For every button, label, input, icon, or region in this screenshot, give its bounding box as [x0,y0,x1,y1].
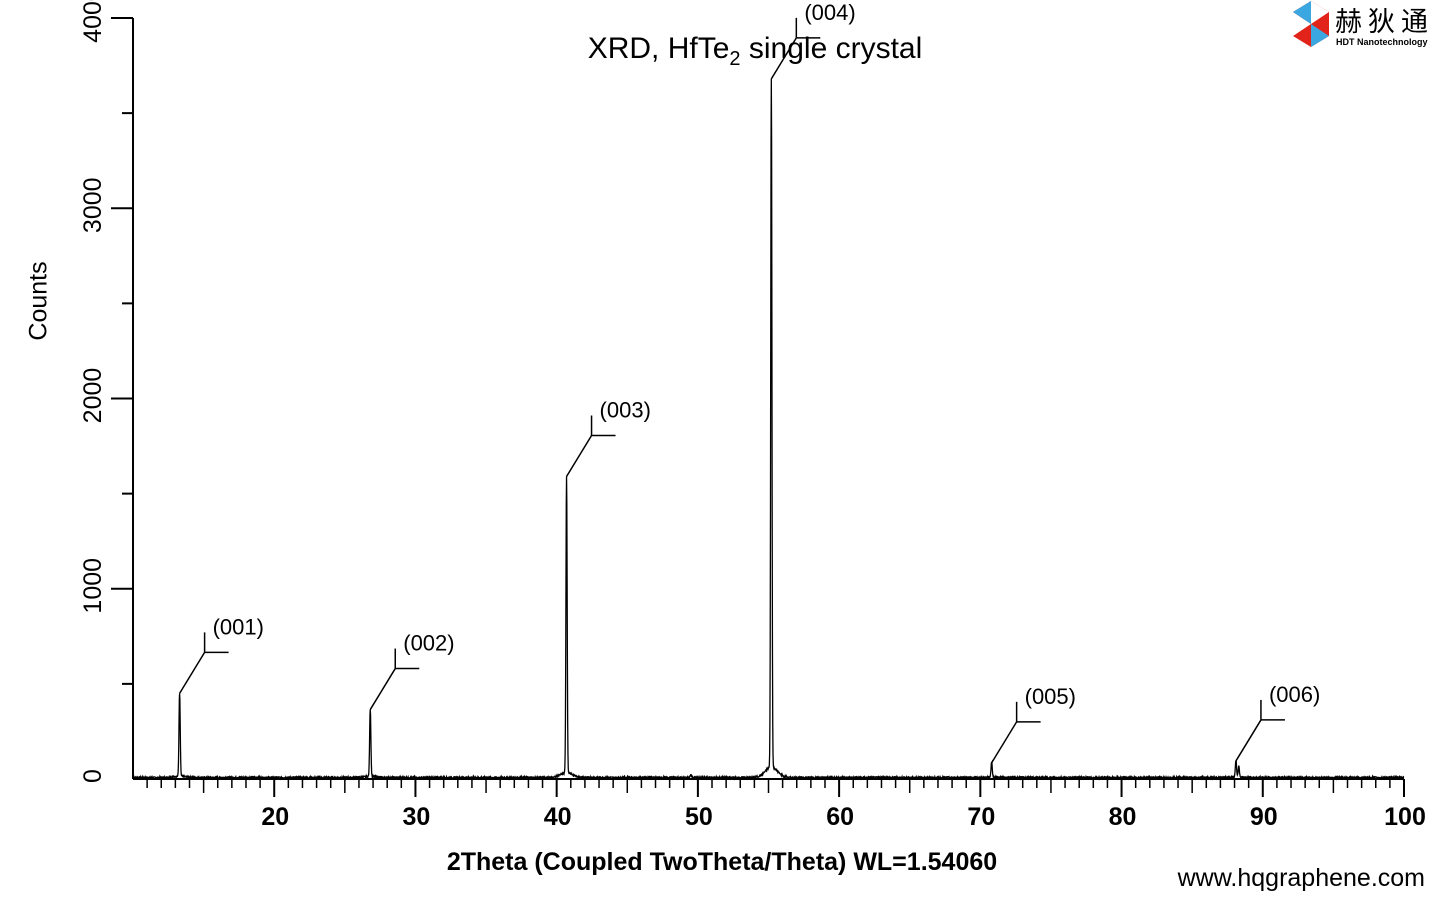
chart-title: XRD, HfTe2 single crystal [587,32,923,70]
y-axis-label: Counts [24,261,53,341]
y-tick-label: 2000 [79,368,107,424]
logo-chinese-text: 赫狄通 [1335,7,1434,38]
website-url: www.hqgraphene.com [1177,864,1425,892]
hexagon-logo-icon [1293,1,1329,47]
peak-leader-line [178,651,206,694]
y-tick-label: 0 [79,769,107,783]
peak-leader-line [770,37,797,80]
x-tick-label: 100 [1384,803,1426,831]
x-tick-label: 20 [261,803,289,831]
y-tick-label: 4000 [79,0,107,43]
y-tick-label: 1000 [79,558,107,614]
x-tick-label: 70 [967,803,995,831]
peak-label: (003) [600,398,651,423]
x-tick-label: 40 [544,803,572,831]
y-tick-label: 3000 [79,177,107,233]
peak-leader-line [565,435,593,477]
xrd-spectrum-line [132,78,1405,781]
peak-label: (001) [213,614,264,639]
peak-label: (005) [1025,684,1076,709]
peak-label: (006) [1269,682,1320,707]
x-axis-label: 2Theta (Coupled TwoTheta/Theta) WL=1.540… [446,848,998,876]
x-tick-label: 60 [826,803,854,831]
hdt-logo: 赫狄通 HDT Nanotechnology [1291,0,1446,50]
logo-english-text: HDT Nanotechnology [1336,37,1428,47]
peak-leader-line [1235,719,1262,762]
peak-leader-line [990,721,1018,764]
peak-label: (002) [403,631,454,656]
x-tick-label: 50 [685,803,713,831]
peak-leader-line [369,668,396,710]
x-tick-label: 30 [403,803,431,831]
x-tick-label: 90 [1250,803,1278,831]
peak-label: (004) [804,0,855,25]
x-tick-label: 80 [1109,803,1137,831]
